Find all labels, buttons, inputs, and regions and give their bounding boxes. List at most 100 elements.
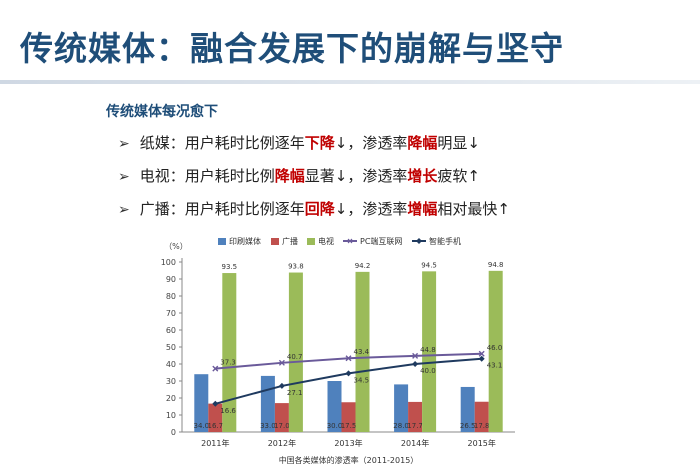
title-divider bbox=[0, 80, 700, 84]
line-data-label: 16.6 bbox=[220, 407, 236, 415]
y-tick-label: 60 bbox=[166, 326, 176, 335]
bar bbox=[327, 381, 342, 432]
y-tick-label: 100 bbox=[161, 258, 176, 267]
line-data-label: 43.1 bbox=[487, 362, 503, 370]
line-point bbox=[278, 359, 285, 366]
legend-label: 印刷媒体 bbox=[229, 236, 261, 246]
bar-data-label: 16.7 bbox=[208, 422, 224, 430]
bullet-text: 显著↓，渗透率 bbox=[304, 167, 408, 185]
line-point bbox=[278, 382, 285, 389]
line-point bbox=[212, 400, 219, 407]
x-tick-label: 2011年 bbox=[201, 438, 229, 448]
bullet-arrow-icon: ➢ bbox=[118, 136, 130, 152]
bullet-text: ↓，渗透率 bbox=[334, 200, 408, 218]
highlight-text: 回降 bbox=[304, 200, 335, 218]
bullet-arrow-icon: ➢ bbox=[118, 202, 130, 218]
bar bbox=[355, 271, 370, 432]
bullet-item: ➢ 纸媒：用户耗时比例逐年下降↓，渗透率降幅明显↓ bbox=[118, 130, 510, 163]
line-data-label: 40.0 bbox=[420, 367, 436, 375]
legend-label: 智能手机 bbox=[429, 236, 461, 246]
bar-data-label: 93.5 bbox=[222, 263, 238, 271]
bar bbox=[274, 403, 289, 432]
legend-swatch bbox=[218, 238, 226, 245]
bullet-text: 电视：用户耗时比例 bbox=[139, 167, 275, 185]
highlight-text: 增长 bbox=[407, 167, 438, 185]
legend-marker bbox=[347, 238, 353, 244]
y-tick-label: 30 bbox=[166, 377, 176, 386]
line-point bbox=[412, 352, 419, 359]
bullet-text: 相对最快↑ bbox=[437, 200, 510, 218]
bar-data-label: 17.0 bbox=[274, 422, 290, 430]
bar bbox=[422, 271, 437, 432]
line-point bbox=[345, 370, 352, 377]
legend-label: PC端互联网 bbox=[360, 236, 402, 246]
bar-data-label: 94.5 bbox=[421, 261, 437, 269]
bar bbox=[394, 384, 409, 432]
highlight-text: 增幅 bbox=[407, 200, 438, 218]
bar bbox=[194, 374, 209, 432]
bullet-text: 明显↓ bbox=[437, 134, 480, 152]
bar-data-label: 93.8 bbox=[288, 263, 304, 271]
bar bbox=[408, 401, 423, 432]
bullet-list: ➢ 纸媒：用户耗时比例逐年下降↓，渗透率降幅明显↓ ➢ 电视：用户耗时比例降幅显著↓，… bbox=[118, 130, 510, 229]
bar-data-label: 17.5 bbox=[341, 422, 357, 430]
y-tick-label: 80 bbox=[166, 292, 176, 301]
bar bbox=[222, 273, 237, 432]
bar-data-label: 26.5 bbox=[460, 422, 476, 430]
bar-data-label: 94.8 bbox=[488, 261, 504, 269]
y-unit-label: （%） bbox=[164, 242, 188, 251]
y-tick-label: 90 bbox=[166, 275, 176, 284]
bar-data-label: 94.2 bbox=[355, 262, 371, 270]
line-data-label: 37.3 bbox=[220, 359, 236, 367]
section-heading: 传统媒体每况愈下 bbox=[106, 104, 218, 120]
x-tick-label: 2012年 bbox=[268, 438, 296, 448]
bar bbox=[341, 402, 356, 432]
bullet-arrow-icon: ➢ bbox=[118, 169, 130, 185]
bar-data-label: 30.0 bbox=[327, 422, 343, 430]
bar bbox=[288, 272, 303, 432]
bar bbox=[474, 401, 489, 432]
line-point bbox=[478, 350, 485, 357]
highlight-text: 降幅 bbox=[407, 134, 438, 152]
line-data-label: 44.8 bbox=[420, 346, 436, 354]
y-tick-label: 70 bbox=[166, 309, 176, 318]
bar-data-label: 34.0 bbox=[194, 422, 210, 430]
line-point bbox=[212, 365, 219, 372]
bullet-text: 纸媒：用户耗时比例逐年 bbox=[139, 134, 305, 152]
x-tick-label: 2013年 bbox=[334, 438, 362, 448]
y-tick-label: 40 bbox=[166, 360, 176, 369]
bar-data-label: 33.0 bbox=[260, 422, 276, 430]
legend-label: 广播 bbox=[282, 236, 298, 246]
bullet-item: ➢ 电视：用户耗时比例降幅显著↓，渗透率增长疲软↑ bbox=[118, 163, 510, 196]
bar-data-label: 17.7 bbox=[407, 422, 423, 430]
legend-marker bbox=[416, 238, 422, 244]
y-tick-label: 20 bbox=[166, 394, 176, 403]
bullet-text: 广播：用户耗时比例逐年 bbox=[139, 200, 305, 218]
x-tick-label: 2014年 bbox=[401, 438, 429, 448]
x-axis-label: 中国各类媒体的渗透率（2011-2015） bbox=[279, 455, 419, 465]
line-point bbox=[478, 355, 485, 362]
legend-swatch bbox=[271, 238, 279, 245]
highlight-text: 降幅 bbox=[274, 167, 305, 185]
bullet-item: ➢ 广播：用户耗时比例逐年回降↓，渗透率增幅相对最快↑ bbox=[118, 196, 510, 229]
x-tick-label: 2015年 bbox=[468, 438, 496, 448]
line-data-label: 34.5 bbox=[354, 376, 370, 384]
legend-swatch bbox=[307, 238, 315, 245]
bar-data-label: 28.0 bbox=[393, 422, 409, 430]
slide-title: 传统媒体：融合发展下的崩解与坚守 bbox=[20, 29, 564, 68]
line-point bbox=[412, 361, 419, 367]
media-penetration-chart: （%） 0 10 20 30 40 50 60 70 80 90 100 34.016.7 93.5 201… bbox=[161, 236, 515, 465]
bar bbox=[488, 270, 503, 432]
line-data-label: 43.4 bbox=[354, 348, 370, 356]
bar-data-label: 17.8 bbox=[474, 422, 490, 430]
highlight-text: 下降 bbox=[304, 134, 335, 152]
legend-label: 电视 bbox=[318, 236, 334, 246]
line-data-label: 46.0 bbox=[487, 344, 503, 352]
line-point bbox=[345, 355, 352, 362]
y-tick-label: 10 bbox=[166, 411, 176, 420]
y-tick-label: 0 bbox=[171, 428, 176, 437]
bar bbox=[208, 403, 223, 432]
bullet-text: ↓，渗透率 bbox=[334, 134, 408, 152]
y-tick-label: 50 bbox=[166, 343, 176, 352]
line-data-label: 40.7 bbox=[287, 353, 303, 361]
